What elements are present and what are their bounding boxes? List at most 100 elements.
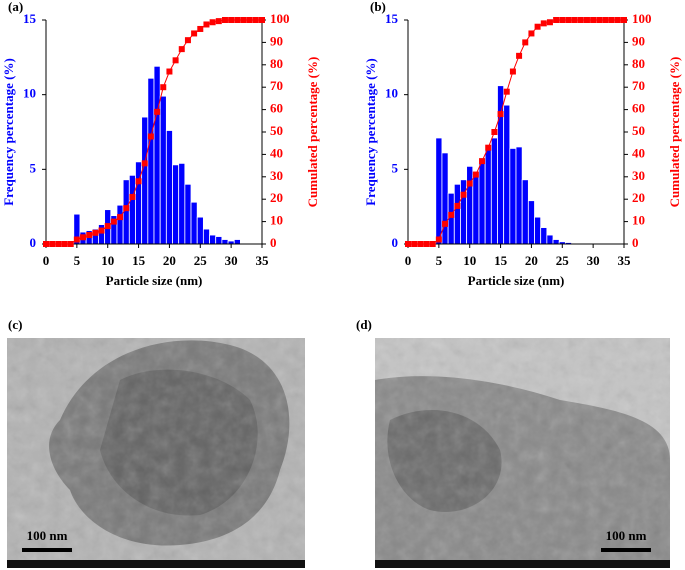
cumulative-marker [429, 241, 436, 247]
y2-tick-label: 60 [270, 101, 283, 116]
cumulative-marker [246, 17, 253, 23]
cumulative-marker [92, 229, 99, 236]
x-tick-label: 0 [405, 253, 412, 268]
cumulative-marker [553, 17, 560, 23]
bar [116, 204, 124, 245]
cumulative-marker [259, 17, 265, 23]
cumulative-marker [160, 84, 167, 91]
cumulative-marker [596, 17, 603, 23]
x-tick-label: 10 [463, 253, 476, 268]
cumulative-marker [117, 214, 124, 221]
y2-tick-label: 90 [270, 33, 283, 48]
bar [527, 200, 535, 245]
cumulative-marker [123, 205, 130, 212]
cumulative-marker [454, 202, 461, 209]
y2-tick-label: 100 [632, 11, 652, 26]
x-axis-label: Particle size (nm) [468, 273, 565, 288]
y2-tick-label: 70 [632, 78, 645, 93]
y-tick-label: 5 [30, 160, 37, 175]
cumulative-marker [184, 37, 191, 44]
x-tick-label: 15 [494, 253, 508, 268]
bar [159, 95, 167, 245]
x-tick-label: 5 [74, 253, 81, 268]
bar [165, 130, 173, 245]
cumulative-marker [516, 52, 523, 59]
bar [466, 165, 474, 245]
cumulative-marker [442, 220, 449, 227]
bar [98, 224, 106, 245]
y2-tick-label: 50 [270, 123, 283, 138]
cumulative-marker [417, 241, 424, 247]
cumulative-marker [479, 158, 486, 165]
x-tick-label: 30 [587, 253, 600, 268]
cumulative-marker [203, 21, 210, 28]
cumulative-marker [497, 111, 504, 118]
bar [196, 216, 204, 245]
panel-label: (c) [8, 317, 22, 332]
x-tick-label: 5 [436, 253, 443, 268]
cumulative-marker [608, 17, 615, 23]
y2-axis-label: Cumulated percentage (%) [667, 57, 682, 208]
x-axis-label: Particle size (nm) [106, 273, 203, 288]
bar [141, 116, 149, 245]
cumulative-marker [590, 17, 597, 23]
y2-tick-label: 20 [632, 190, 645, 205]
cumulative-marker [577, 17, 584, 23]
cumulative-marker [61, 241, 68, 247]
bar [178, 162, 186, 245]
y-tick-label: 15 [385, 11, 399, 26]
panel-label: (b) [370, 0, 386, 14]
y2-tick-label: 10 [270, 213, 283, 228]
cumulative-marker [43, 241, 49, 247]
cumulative-marker [80, 234, 87, 241]
cumulative-marker [221, 17, 228, 23]
cumulative-marker [135, 178, 142, 185]
cumulative-marker [522, 39, 529, 46]
cumulative-marker [448, 211, 455, 218]
cumulative-marker [621, 17, 627, 23]
y2-tick-label: 30 [632, 168, 645, 183]
scale-bar [601, 548, 651, 552]
y2-tick-label: 90 [632, 33, 645, 48]
cumulative-marker [528, 30, 535, 37]
cumulative-marker [228, 17, 235, 23]
x-tick-label: 0 [43, 253, 50, 268]
x-tick-label: 25 [194, 253, 208, 268]
bar [153, 65, 161, 245]
bar [147, 77, 155, 245]
cumulative-marker [583, 17, 590, 23]
bar [233, 239, 241, 245]
cumulative-marker [485, 144, 492, 151]
cumulative-marker [55, 241, 62, 247]
cumulative-marker [546, 19, 553, 26]
cumulative-marker [435, 236, 442, 243]
cumulative-marker [534, 23, 541, 30]
y2-tick-label: 100 [270, 11, 290, 26]
y-tick-label: 0 [30, 235, 37, 250]
bar [435, 137, 443, 245]
cumulative-marker [234, 17, 241, 23]
bar [540, 227, 548, 245]
cumulative-marker [49, 241, 56, 247]
bar [190, 201, 198, 245]
cumulative-marker [411, 241, 418, 247]
bar [552, 239, 560, 245]
cumulative-marker [571, 17, 578, 23]
cumulative-marker [67, 241, 74, 247]
panel-label: (a) [8, 0, 23, 14]
y-axis-label: Frequency percentage (%) [1, 58, 16, 206]
cumulative-marker [178, 46, 185, 53]
bar [184, 183, 192, 245]
y2-tick-label: 80 [270, 56, 283, 71]
cumulative-marker [86, 232, 93, 239]
cumulative-marker [460, 191, 467, 198]
y-tick-label: 0 [392, 235, 399, 250]
panel-label: (d) [356, 317, 372, 332]
cumulative-marker [215, 18, 222, 25]
cumulative-marker [565, 17, 572, 23]
x-tick-label: 20 [525, 253, 538, 268]
scale-bar [22, 548, 72, 552]
cumulative-marker [240, 17, 247, 23]
cumulative-marker [491, 129, 498, 135]
